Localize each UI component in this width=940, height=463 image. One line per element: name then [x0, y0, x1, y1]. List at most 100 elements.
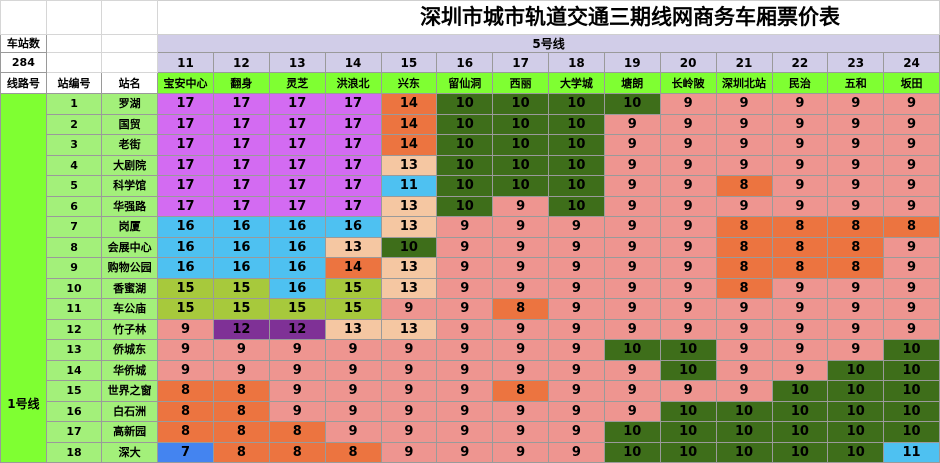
fare-cell: 17 — [324, 93, 382, 115]
fare-cell: 9 — [715, 339, 773, 361]
column-number-row: 284 11 12 13 14 15 16 17 18 19 20 21 22 23 24 — [0, 52, 940, 73]
column-station-name: 灵芝 — [268, 72, 326, 94]
fare-cell: 17 — [268, 113, 326, 135]
fare-cell: 12 — [268, 318, 326, 340]
fare-cell: 9 — [771, 195, 829, 217]
fare-cell: 9 — [436, 277, 494, 299]
fare-cell: 15 — [157, 298, 214, 320]
fare-cell: 8 — [827, 236, 885, 258]
line1-label: 1号线 — [0, 93, 47, 463]
fare-cell: 9 — [715, 154, 773, 176]
station-name: 科学馆 — [101, 175, 159, 197]
fare-cell: 9 — [771, 134, 829, 156]
fare-cell: 9 — [827, 113, 885, 135]
station-name: 岗厦 — [101, 216, 159, 238]
fare-cell: 16 — [157, 236, 214, 258]
fare-cell: 9 — [603, 277, 661, 299]
fare-cell: 9 — [827, 195, 885, 217]
fare-cell: 17 — [268, 195, 326, 217]
fare-cell: 9 — [883, 134, 940, 156]
fare-cell: 9 — [268, 380, 326, 402]
fare-cell: 9 — [548, 257, 605, 279]
table-row: 6 华强路 17 17 17 17 13 10 9 10 9 9 9 9 9 9 — [1, 195, 940, 217]
fare-cell: 9 — [659, 113, 717, 135]
fare-cell: 15 — [213, 277, 270, 299]
fare-cell: 17 — [213, 134, 270, 156]
fare-cell: 10 — [883, 400, 940, 422]
fare-cell: 13 — [380, 257, 438, 279]
fare-cell: 9 — [492, 277, 549, 299]
station-number: 12 — [45, 318, 103, 340]
fare-cell: 9 — [548, 441, 605, 463]
fare-cell: 9 — [548, 359, 605, 381]
station-name: 罗湖 — [101, 93, 159, 115]
column-station-name: 长岭陂 — [659, 72, 717, 94]
fare-cell: 9 — [380, 421, 438, 443]
fare-cell: 8 — [715, 236, 773, 258]
fare-cell: 9 — [659, 318, 717, 340]
column-station-name: 民治 — [771, 72, 829, 94]
station-name: 车公庙 — [101, 298, 159, 320]
station-number: 8 — [45, 236, 103, 258]
fare-cell: 9 — [492, 441, 549, 463]
fare-cell: 15 — [324, 277, 382, 299]
fare-cell: 15 — [268, 298, 326, 320]
fare-cell: 9 — [827, 93, 885, 115]
column-number: 18 — [548, 52, 605, 73]
station-number: 10 — [45, 277, 103, 299]
column-number: 16 — [436, 52, 494, 73]
station-number: 7 — [45, 216, 103, 238]
fare-cell: 13 — [380, 277, 438, 299]
fare-cell: 9 — [268, 400, 326, 422]
fare-cell: 17 — [157, 195, 214, 217]
fare-cell: 9 — [883, 154, 940, 176]
column-number: 12 — [213, 52, 270, 73]
fare-cell: 9 — [492, 216, 549, 238]
column-number: 24 — [883, 52, 940, 73]
fare-cell: 17 — [157, 175, 214, 197]
fare-cell: 9 — [380, 441, 438, 463]
column-station-name: 塘朗 — [603, 72, 661, 94]
fare-cell: 9 — [157, 339, 214, 361]
fare-cell: 9 — [324, 359, 382, 381]
column-number: 13 — [268, 52, 326, 73]
column-station-name: 西丽 — [492, 72, 549, 94]
fare-cell: 9 — [771, 175, 829, 197]
column-number: 21 — [715, 52, 773, 73]
fare-cell: 9 — [492, 318, 549, 340]
fare-cell: 9 — [603, 216, 661, 238]
table-row: 4 大剧院 17 17 17 17 13 10 10 10 9 9 9 9 9 9 — [1, 154, 940, 176]
fare-cell: 10 — [548, 175, 605, 197]
fare-cell: 9 — [659, 216, 717, 238]
column-station-name: 翻身 — [213, 72, 270, 94]
fare-cell: 10 — [827, 359, 885, 381]
station-name: 大剧院 — [101, 154, 159, 176]
fare-cell: 17 — [324, 175, 382, 197]
fare-cell: 9 — [883, 113, 940, 135]
column-name-row: 线路号 站编号 站名 宝安中心 翻身 灵芝 洪浪北 兴东 留仙洞 西丽 大学城 塘朗 长岭陂 深圳北站 民治… — [0, 72, 940, 94]
fare-cell: 9 — [883, 195, 940, 217]
fare-cell: 13 — [380, 154, 438, 176]
station-count-value: 284 — [0, 52, 47, 73]
fare-cell: 17 — [213, 93, 270, 115]
fare-cell: 8 — [157, 380, 214, 402]
fare-cell: 13 — [324, 318, 382, 340]
fare-cell: 9 — [659, 277, 717, 299]
fare-cell: 10 — [883, 339, 940, 361]
line-no-label: 线路号 — [0, 72, 47, 94]
station-number: 18 — [45, 441, 103, 463]
fare-cell: 10 — [771, 441, 829, 463]
station-name: 华强路 — [101, 195, 159, 217]
fare-cell: 13 — [324, 236, 382, 258]
fare-cell: 16 — [324, 216, 382, 238]
table-row: 17 高新园 8 8 8 9 9 9 9 9 10 10 10 10 10 10 — [1, 421, 940, 443]
fare-cell: 9 — [324, 380, 382, 402]
fare-cell: 9 — [603, 236, 661, 258]
fare-cell: 9 — [603, 113, 661, 135]
table-row: 10 香蜜湖 15 15 16 15 13 9 9 9 9 9 8 9 9 9 — [1, 277, 940, 299]
fare-cell: 9 — [157, 359, 214, 381]
column-station-name: 五和 — [827, 72, 885, 94]
fare-cell: 9 — [659, 154, 717, 176]
fare-cell: 16 — [213, 216, 270, 238]
station-name: 购物公园 — [101, 257, 159, 279]
